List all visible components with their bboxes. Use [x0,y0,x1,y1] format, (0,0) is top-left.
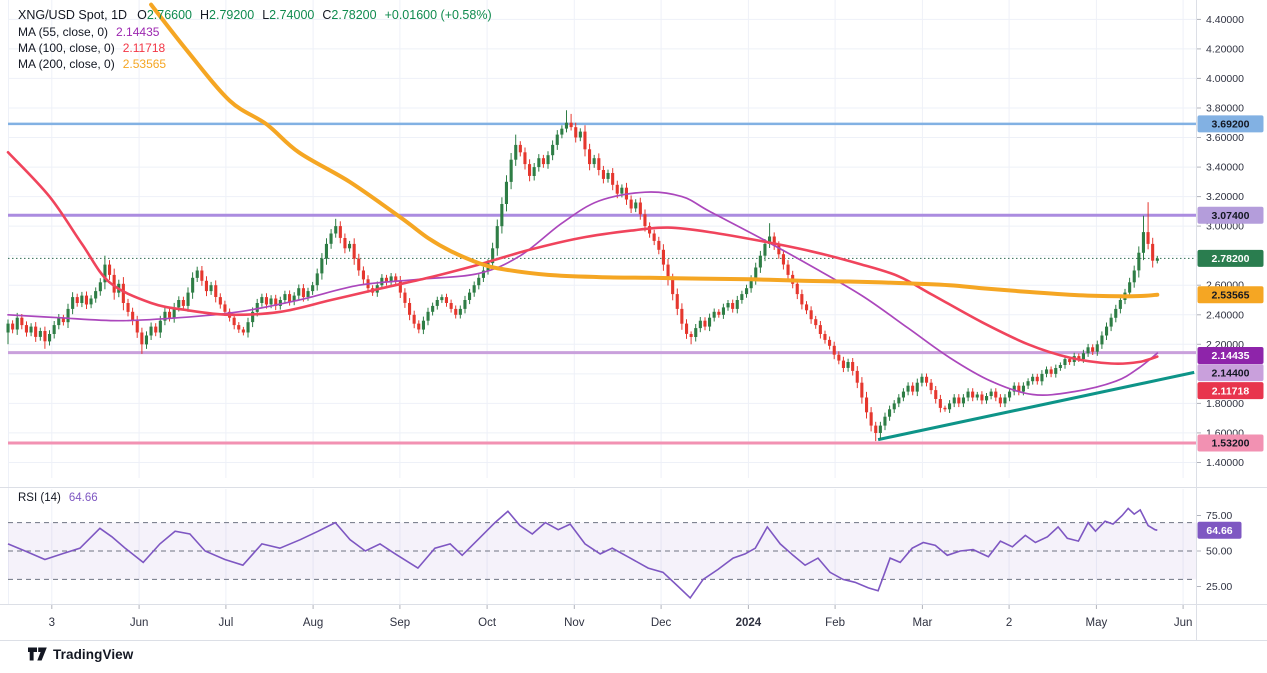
svg-text:Aug: Aug [303,617,323,629]
svg-text:4.00000: 4.00000 [1206,73,1244,85]
horizontal-level-lines[interactable] [8,122,1196,445]
time-axis[interactable]: 3 Jun Jul Aug Sep Oct Nov Dec 2024 Feb Mar 2 May Jun [49,605,1193,629]
ma-55-line[interactable] [7,191,1159,396]
svg-text:Dec: Dec [651,617,672,629]
price-badge-2.14400 [1197,364,1264,382]
candlesticks [6,110,1159,442]
svg-text:1.80000: 1.80000 [1206,398,1244,410]
rsi-badge [1197,521,1242,539]
pane-separators[interactable] [0,0,1267,641]
ma-200-line[interactable] [149,2,1160,299]
svg-text:2.53565: 2.53565 [1212,289,1250,301]
price-badge-3.69200 [1197,115,1264,133]
ma-legend-row-200[interactable]: MA (200, close, 0) 2.53565 [18,56,167,71]
tradingview-brand-text: TradingView [53,646,134,662]
svg-text:2: 2 [1006,617,1012,629]
price-badge-2.14435 [1197,347,1264,364]
chart-legend: XNG/USD Spot, 1D O2.76600 H2.79200 L2.74000… [18,7,500,72]
svg-text:3.20000: 3.20000 [1206,191,1244,203]
ma-legend-rows: MA (55, close, 0) 2.14435 MA (100, close, … [18,24,500,72]
ohlc-values: O2.76600 H2.79200 L2.74000 C2.78200 [137,8,385,22]
rsi-line[interactable] [7,507,1158,600]
ohlc-token-O: O2.76600 [137,8,192,22]
svg-text:2.78200: 2.78200 [1212,253,1250,265]
svg-text:Jul: Jul [219,617,234,629]
rsi-label: RSI (14) [18,492,61,504]
svg-text:2024: 2024 [736,617,762,629]
svg-text:50.00: 50.00 [1206,546,1232,558]
svg-text:3.80000: 3.80000 [1206,103,1244,115]
svg-text:Feb: Feb [825,617,845,629]
price-badge-2.11718 [1197,382,1264,400]
svg-text:3.69200: 3.69200 [1212,119,1250,131]
grid-lines [8,0,1196,604]
rsi-pane [7,507,1196,600]
svg-text:2.14435: 2.14435 [1212,350,1250,362]
svg-text:Nov: Nov [564,617,585,629]
rsi-axis[interactable]: 75.00 50.00 25.00 64.66 [1197,510,1242,593]
ohlc-token-H: H2.79200 [200,8,255,22]
ohlc-token-C: C2.78200 [322,8,377,22]
price-axis[interactable]: 4.40000 4.20000 4.00000 3.80000 3.60000 3.400… [1197,14,1264,469]
svg-text:May: May [1086,617,1108,629]
ma-legend-row-55[interactable]: MA (55, close, 0) 2.14435 [18,24,160,39]
ohlc-token-L: L2.74000 [262,8,315,22]
svg-text:4.20000: 4.20000 [1206,43,1244,55]
price-change: +0.01600 (+0.58%) [384,8,492,22]
svg-text:1.53200: 1.53200 [1212,438,1250,450]
ma-legend-row-100[interactable]: MA (100, close, 0) 2.11718 [18,40,166,55]
svg-text:75.00: 75.00 [1206,510,1232,522]
svg-text:Mar: Mar [912,617,932,629]
svg-text:2.11718: 2.11718 [1212,385,1250,397]
svg-text:2.40000: 2.40000 [1206,309,1244,321]
svg-text:2.14400: 2.14400 [1212,367,1250,379]
svg-text:25.00: 25.00 [1206,581,1232,593]
svg-text:3.40000: 3.40000 [1206,162,1244,174]
price-badge-1.53200 [1197,434,1264,452]
ma-100-line[interactable] [6,151,1159,366]
svg-text:Jun: Jun [130,617,149,629]
price-badge-2.78200 [1197,249,1264,267]
svg-text:4.40000: 4.40000 [1206,14,1244,26]
ascending-trendline[interactable] [877,370,1195,442]
svg-text:64.66: 64.66 [1206,525,1232,537]
svg-text:3.60000: 3.60000 [1206,132,1244,144]
svg-text:3: 3 [49,617,55,629]
svg-text:Sep: Sep [390,617,410,629]
price-badge-3.07400 [1197,206,1264,224]
price-badge-2.53565 [1197,286,1264,304]
tradingview-logo-icon [28,647,47,661]
rsi-value: 64.66 [68,492,98,504]
svg-text:1.40000: 1.40000 [1206,457,1244,469]
symbol-ohlc-row: XNG/USD Spot, 1D O2.76600 H2.79200 L2.74000… [18,7,500,24]
symbol-title[interactable]: XNG/USD Spot, 1D [18,8,128,22]
rsi-legend[interactable]: RSI (14) 64.66 [18,492,98,504]
svg-text:3.07400: 3.07400 [1212,210,1250,222]
svg-text:Jun: Jun [1174,617,1193,629]
footer-branding[interactable]: TradingView [28,646,133,662]
svg-text:Oct: Oct [478,617,497,629]
